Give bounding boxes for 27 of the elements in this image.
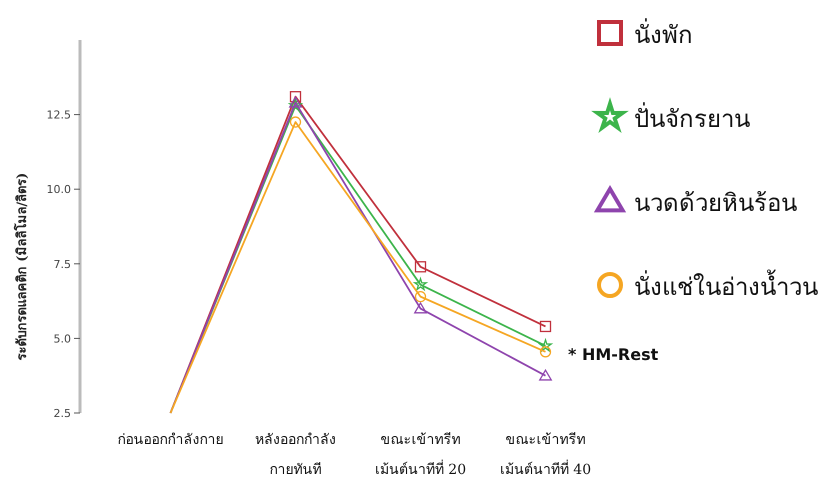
annotation: * HM-Rest bbox=[568, 345, 659, 364]
point bbox=[414, 290, 426, 302]
y-tick-label: 2.5 bbox=[54, 407, 71, 420]
point bbox=[539, 339, 552, 352]
y-tick-label: 5.0 bbox=[54, 332, 71, 346]
legend-label: ปั่นจักรยาน bbox=[634, 102, 750, 133]
y-tick-label: 10.0 bbox=[46, 183, 71, 196]
point bbox=[414, 261, 426, 272]
point bbox=[540, 320, 552, 332]
point bbox=[290, 116, 302, 128]
point bbox=[414, 302, 427, 314]
point bbox=[289, 96, 302, 108]
point bbox=[290, 91, 302, 102]
y-axis-title: ระดับกรดแลคติก (มิลลิโมล/ลิตร) bbox=[13, 172, 30, 360]
x-tick-label: ขณะเข้าทรีท เม้นต์นาทีที่ 40 bbox=[500, 432, 592, 478]
y-tick-label: 12.5 bbox=[46, 108, 71, 122]
x-tick-label: ก่อนออกกำลังกาย bbox=[118, 432, 224, 448]
x-tick-label: หลังออกกำลัง กายทันที bbox=[255, 432, 336, 478]
legend-label: นั่งพัก bbox=[634, 18, 693, 49]
point bbox=[540, 346, 552, 358]
point bbox=[414, 278, 427, 290]
x-tick-label: ขณะเข้าทรีท เม้นต์นาทีที่ 20 bbox=[374, 432, 466, 478]
legend-label: นวดด้วยหินร้อน bbox=[634, 189, 797, 217]
legend-label: นั่งแช่ในอ่างน้ำวน bbox=[634, 269, 818, 301]
point bbox=[539, 370, 552, 381]
y-tick-label: 7.5 bbox=[54, 258, 71, 271]
point bbox=[289, 99, 302, 112]
